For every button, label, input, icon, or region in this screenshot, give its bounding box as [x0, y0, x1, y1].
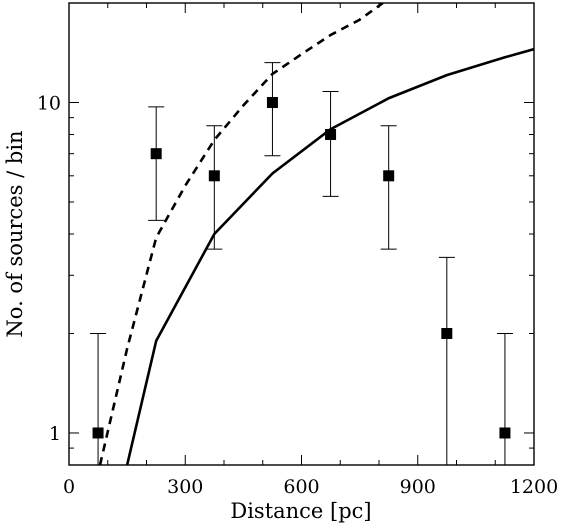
- square-marker: [208, 170, 220, 182]
- data-point: [264, 62, 281, 157]
- square-marker: [441, 327, 453, 339]
- x-tick-label: 600: [283, 476, 319, 498]
- x-tick-label: 900: [400, 476, 436, 498]
- model-curves: [98, 3, 534, 465]
- x-axis-label: Distance [pc]: [230, 499, 371, 523]
- square-marker: [266, 96, 278, 108]
- square-marker: [325, 129, 337, 141]
- square-marker: [383, 170, 395, 182]
- square-marker: [499, 427, 511, 439]
- x-tick-label: 300: [167, 476, 203, 498]
- data-point: [438, 256, 455, 465]
- data-points: [90, 62, 513, 465]
- data-point: [322, 90, 339, 197]
- data-point: [206, 125, 223, 250]
- data-point: [380, 125, 397, 250]
- dashed-model-curve: [98, 3, 384, 465]
- data-point: [496, 332, 513, 465]
- axis-ticks: [68, 2, 535, 466]
- data-point: [90, 332, 107, 465]
- x-tick-label: 0: [63, 476, 75, 498]
- square-marker: [92, 427, 104, 439]
- data-point: [148, 106, 165, 221]
- square-marker: [150, 148, 162, 160]
- tick-labels: 0 300 600 900 1200 1 10: [37, 92, 558, 498]
- y-tick-label: 10: [37, 92, 61, 114]
- x-tick-label: 1200: [510, 476, 558, 498]
- plot-frame: [68, 2, 535, 466]
- y-tick-label: 1: [49, 423, 61, 445]
- y-axis-label: No. of sources / bin: [3, 130, 27, 337]
